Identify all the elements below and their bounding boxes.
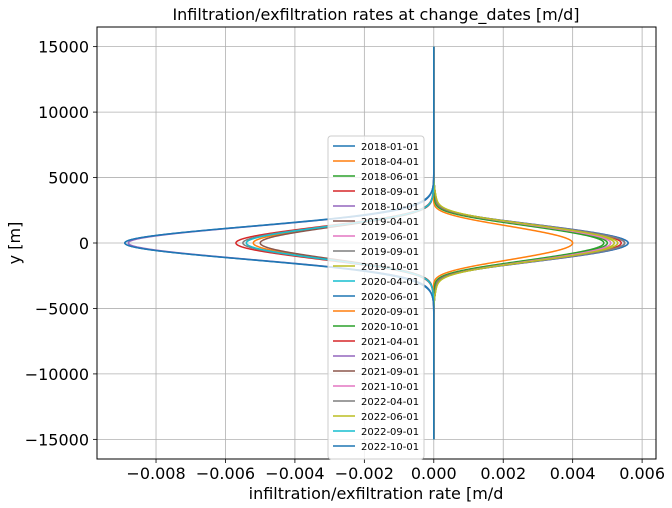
y-tick-label: −15000 [25,430,89,449]
legend-label: 2019-04-01 [361,217,419,228]
x-tick-label: −0.004 [265,464,324,483]
legend-label: 2018-06-01 [361,172,419,183]
legend-label: 2018-09-01 [361,187,419,198]
y-tick-label: 5000 [48,169,89,188]
series-lines [124,46,629,440]
legend-label: 2022-04-01 [361,397,419,408]
chart-title: Infiltration/exfiltration rates at chang… [172,5,579,25]
legend-label: 2021-10-01 [361,382,419,393]
legend-label: 2022-06-01 [361,412,419,423]
legend-label: 2019-10-01 [361,262,419,273]
legend-label: 2020-09-01 [361,307,419,318]
legend-label: 2018-04-01 [361,157,419,168]
legend-label: 2019-06-01 [361,232,419,243]
x-axis-title: infiltration/exfiltration rate [m/d [249,484,504,503]
x-tick-label: 0.000 [411,464,457,483]
x-tick-label: 0.002 [480,464,526,483]
legend-label: 2021-09-01 [361,367,419,378]
y-tick-label: 15000 [38,38,89,57]
legend-label: 2018-10-01 [361,202,419,213]
legend-label: 2020-04-01 [361,277,419,288]
legend-label: 2021-06-01 [361,352,419,363]
y-tick-label: 0 [79,234,89,253]
y-tick-label: −5000 [35,299,89,318]
x-tick-label: −0.008 [126,464,185,483]
axis-ticks: −0.008 −0.006 −0.004 −0.002 0.000 0.002 0.004 0… [25,38,665,483]
legend-label: 2019-09-01 [361,247,419,258]
legend-box [327,135,425,460]
y-axis-title: y [m] [5,222,24,265]
legend-label: 2022-09-01 [361,427,419,438]
y-tick-label: −10000 [25,365,89,384]
legend-label: 2021-04-01 [361,337,419,348]
y-tick-label: 10000 [38,103,89,122]
legend-label: 2022-10-01 [361,442,419,453]
x-tick-label: 0.006 [619,464,665,483]
legend-label: 2020-10-01 [361,322,419,333]
x-tick-label: −0.006 [196,464,255,483]
legend-label: 2018-01-01 [361,142,419,153]
legend: 2018-01-01 2018-04-01 2018-06-01 2018-09-01… [327,135,425,460]
x-tick-label: 0.004 [550,464,596,483]
legend-label: 2020-06-01 [361,292,419,303]
x-tick-label: −0.002 [335,464,394,483]
series-line [124,46,435,440]
